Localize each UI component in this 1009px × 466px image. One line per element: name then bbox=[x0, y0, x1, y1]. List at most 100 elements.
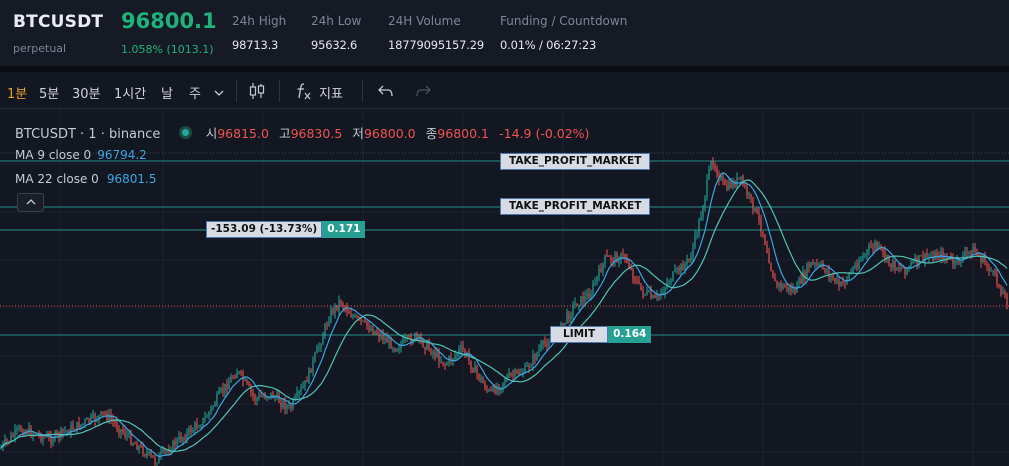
candle-body bbox=[732, 181, 734, 188]
candle-body bbox=[74, 429, 76, 431]
candle-body bbox=[836, 279, 838, 283]
candle-body bbox=[802, 271, 804, 284]
candle-body bbox=[818, 264, 820, 266]
candle-body bbox=[76, 421, 78, 431]
candle-body bbox=[810, 262, 812, 268]
candle-body bbox=[8, 441, 10, 443]
order-label-take-profit-2[interactable]: TAKE_PROFIT_MARKET bbox=[500, 198, 651, 215]
candle-body bbox=[746, 186, 748, 195]
stat-value: 98713.3 bbox=[232, 38, 279, 52]
candle-body bbox=[186, 431, 188, 440]
candle-body bbox=[154, 457, 156, 464]
order-label-take-profit-1[interactable]: TAKE_PROFIT_MARKET bbox=[500, 153, 651, 170]
candle-body bbox=[682, 264, 684, 271]
candle-body bbox=[648, 291, 650, 293]
candle-body bbox=[958, 257, 960, 264]
moving-average-lines bbox=[0, 172, 1008, 458]
candle-body bbox=[684, 263, 686, 271]
candle-body bbox=[580, 296, 582, 306]
candle-body bbox=[332, 309, 334, 314]
candle-body bbox=[610, 256, 612, 261]
indicator-fx-icon[interactable] bbox=[295, 81, 313, 105]
last-price: 96800.1 bbox=[121, 9, 217, 33]
interval-1m[interactable]: 1분 bbox=[7, 87, 28, 102]
position-pnl-label[interactable]: -153.09 (-13.73%) 0.171 bbox=[206, 221, 366, 238]
redo-icon[interactable] bbox=[414, 83, 432, 103]
candle-body bbox=[858, 261, 860, 269]
candle-body bbox=[408, 336, 410, 338]
candle-body bbox=[662, 292, 664, 294]
stat-24h-volume: 24H Volume 18779095157.29 bbox=[388, 14, 484, 52]
candle-body bbox=[424, 347, 426, 350]
candle-body bbox=[730, 181, 732, 188]
candle-body bbox=[866, 249, 868, 255]
price-chart[interactable]: BTCUSDT · 1 · binance 시96815.0 고96830.5 … bbox=[0, 109, 1009, 466]
symbol-name[interactable]: BTCUSDT bbox=[13, 12, 104, 32]
candle-body bbox=[930, 256, 932, 258]
candle-body bbox=[278, 394, 280, 403]
collapse-legend-button[interactable] bbox=[17, 193, 44, 212]
ohlc-open: 96815.0 bbox=[217, 126, 269, 141]
candle-body bbox=[524, 366, 526, 374]
candle-body bbox=[394, 348, 396, 352]
candle-body bbox=[260, 395, 262, 397]
candle-body bbox=[342, 304, 344, 307]
candle-body bbox=[706, 179, 708, 197]
candle-body bbox=[892, 261, 894, 268]
candle-body bbox=[490, 389, 492, 391]
order-label-limit[interactable]: LIMIT 0.164 bbox=[550, 326, 652, 343]
candle-body bbox=[724, 180, 726, 186]
candle-body bbox=[864, 254, 866, 256]
candle-body bbox=[456, 354, 458, 356]
interval-week[interactable]: 주 bbox=[189, 87, 201, 102]
candle-body bbox=[708, 169, 710, 180]
candle-body bbox=[178, 436, 180, 440]
ma22-legend[interactable]: MA 22 close 0 96801.5 bbox=[15, 172, 156, 186]
candle-body bbox=[512, 375, 514, 377]
candle-body bbox=[494, 386, 496, 394]
candle-body bbox=[352, 316, 354, 318]
contract-type: perpetual bbox=[13, 42, 67, 55]
candle-body bbox=[196, 423, 198, 428]
chevron-down-icon[interactable] bbox=[213, 84, 225, 103]
interval-day[interactable]: 날 bbox=[161, 87, 173, 102]
candle-body bbox=[650, 291, 652, 299]
candle-body bbox=[720, 176, 722, 180]
candle-body bbox=[702, 207, 704, 217]
candle-body bbox=[294, 396, 296, 400]
candle-body bbox=[468, 354, 470, 361]
candle-body bbox=[308, 368, 310, 383]
interval-5m[interactable]: 5분 bbox=[39, 87, 60, 102]
candles-icon[interactable] bbox=[248, 81, 266, 105]
candle-body bbox=[880, 245, 882, 249]
chart-title[interactable]: BTCUSDT · 1 · binance bbox=[15, 127, 161, 142]
candle-body bbox=[826, 270, 828, 273]
stat-label: 24H Volume bbox=[388, 14, 461, 28]
candle-body bbox=[86, 418, 88, 420]
candle-body bbox=[852, 267, 854, 272]
interval-1h[interactable]: 1시간 bbox=[114, 87, 147, 102]
candle-body bbox=[736, 177, 738, 187]
candle-body bbox=[328, 321, 330, 326]
candle-body bbox=[114, 421, 116, 424]
candle-body bbox=[884, 251, 886, 260]
candle-body bbox=[324, 324, 326, 337]
candle-body bbox=[536, 352, 538, 360]
candle-body bbox=[832, 274, 834, 279]
candle-body bbox=[150, 451, 152, 455]
candle-body bbox=[548, 343, 550, 347]
undo-icon[interactable] bbox=[377, 83, 395, 103]
candle-body bbox=[438, 351, 440, 363]
candle-body bbox=[564, 322, 566, 325]
chevron-up-icon bbox=[26, 199, 35, 205]
ma9-legend[interactable]: MA 9 close 0 96794.2 bbox=[15, 148, 147, 162]
candle-body bbox=[234, 377, 236, 379]
interval-30m[interactable]: 30분 bbox=[72, 87, 101, 102]
candle-body bbox=[670, 280, 672, 283]
indicators-button[interactable]: 지표 bbox=[319, 87, 343, 102]
candle-body bbox=[264, 396, 266, 399]
candle-body bbox=[316, 347, 318, 354]
candle-body bbox=[840, 281, 842, 287]
candlestick-plot[interactable] bbox=[0, 109, 1009, 466]
candle-body bbox=[126, 435, 128, 437]
